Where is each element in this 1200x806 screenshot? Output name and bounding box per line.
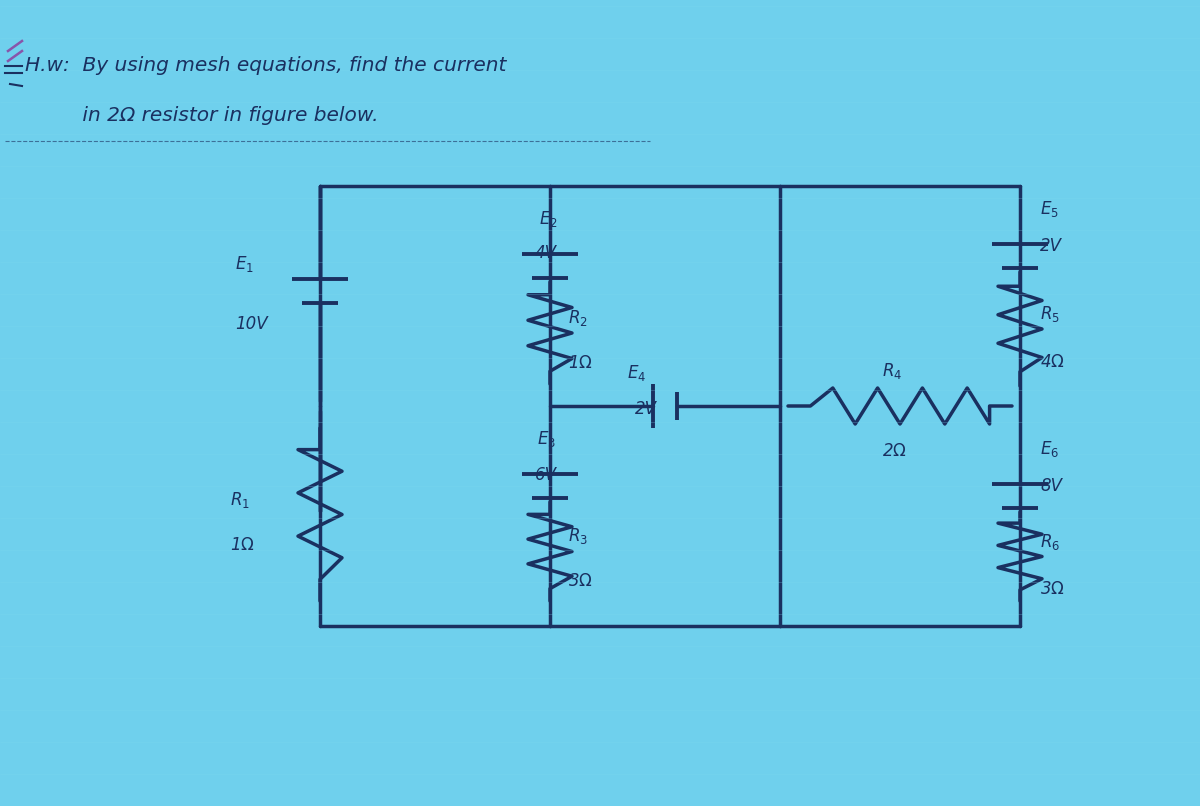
Text: 3$\Omega$: 3$\Omega$ (1040, 580, 1064, 599)
Text: 4V: 4V (535, 244, 557, 262)
Text: H.w:  By using mesh equations, find the current: H.w: By using mesh equations, find the c… (25, 56, 506, 75)
Text: $R_5$: $R_5$ (1040, 304, 1060, 324)
Text: 10V: 10V (235, 315, 268, 333)
Text: 2V: 2V (635, 400, 658, 418)
Text: $R_4$: $R_4$ (882, 361, 902, 381)
Text: $E_2$: $E_2$ (539, 209, 557, 229)
Text: $E_6$: $E_6$ (1040, 439, 1060, 459)
Text: $E_4$: $E_4$ (628, 363, 646, 383)
Text: $E_3$: $E_3$ (536, 429, 556, 449)
Text: $R_6$: $R_6$ (1040, 531, 1060, 551)
Text: $R_2$: $R_2$ (568, 308, 588, 328)
Text: $E_5$: $E_5$ (1040, 199, 1058, 219)
Text: $R_1$: $R_1$ (230, 489, 250, 509)
Text: $R_3$: $R_3$ (568, 526, 588, 546)
Text: 1$\Omega$: 1$\Omega$ (568, 354, 593, 372)
Text: 2V: 2V (1040, 237, 1062, 255)
Text: 4$\Omega$: 4$\Omega$ (1040, 353, 1064, 371)
Text: 6V: 6V (535, 466, 557, 484)
Text: 8V: 8V (1040, 477, 1062, 495)
Text: 3$\Omega$: 3$\Omega$ (568, 572, 593, 591)
Text: 2$\Omega$: 2$\Omega$ (882, 442, 907, 460)
Text: in 2Ω resistor in figure below.: in 2Ω resistor in figure below. (25, 106, 378, 125)
Text: 1$\Omega$: 1$\Omega$ (230, 535, 254, 554)
Text: $E_1$: $E_1$ (235, 254, 254, 274)
